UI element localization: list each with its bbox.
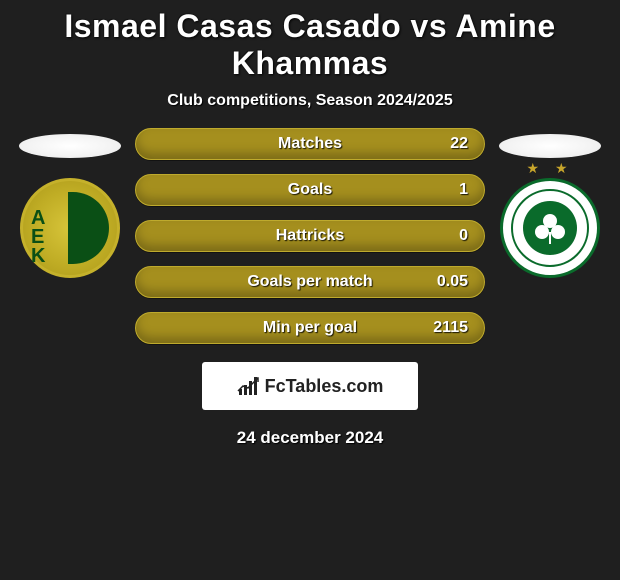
stat-value-right: 2115 [433, 319, 468, 337]
stat-value-right: 22 [450, 135, 468, 153]
player-left-column: A E K [15, 134, 125, 278]
crest-right-inner [523, 201, 577, 255]
stats-column: Matches 22 Goals 1 Hattricks 0 Goals per match… [135, 128, 485, 344]
brand-badge[interactable]: FcTables.com [202, 362, 418, 410]
stat-value-right: 1 [459, 181, 468, 199]
stat-label: Min per goal [263, 319, 357, 337]
date-line: 24 december 2024 [0, 428, 620, 448]
page-root: Ismael Casas Casado vs Amine Khammas Clu… [0, 0, 620, 448]
player-left-photo [19, 134, 121, 158]
stat-value-right: 0.05 [437, 273, 468, 291]
stat-label: Matches [278, 135, 342, 153]
stat-pill: Goals 1 [135, 174, 485, 206]
stat-pill: Matches 22 [135, 128, 485, 160]
crest-right-stars: ★ ★ [500, 160, 600, 177]
club-crest-right [500, 178, 600, 278]
brand-text: FcTables.com [265, 376, 384, 397]
player-right-photo [499, 134, 601, 158]
brand-chart-icon [237, 377, 259, 395]
subtitle: Club competitions, Season 2024/2025 [0, 92, 620, 110]
stat-label: Hattricks [276, 227, 344, 245]
crest-left-letters: A E K [31, 209, 45, 266]
page-title: Ismael Casas Casado vs Amine Khammas [0, 8, 620, 82]
club-crest-left: A E K [20, 178, 120, 278]
crest-right-wrap: ★ ★ [500, 178, 600, 278]
stat-pill: Min per goal 2115 [135, 312, 485, 344]
shamrock-icon [530, 208, 570, 248]
crest-left-letter-k: K [31, 245, 45, 267]
stat-label: Goals [288, 181, 332, 199]
stat-pill: Hattricks 0 [135, 220, 485, 252]
stat-label: Goals per match [247, 273, 372, 291]
player-right-column: ★ ★ [495, 134, 605, 278]
stat-value-right: 0 [459, 227, 468, 245]
comparison-row: A E K Matches 22 Goals 1 Hattricks 0 Goals per… [0, 134, 620, 344]
stat-pill: Goals per match 0.05 [135, 266, 485, 298]
